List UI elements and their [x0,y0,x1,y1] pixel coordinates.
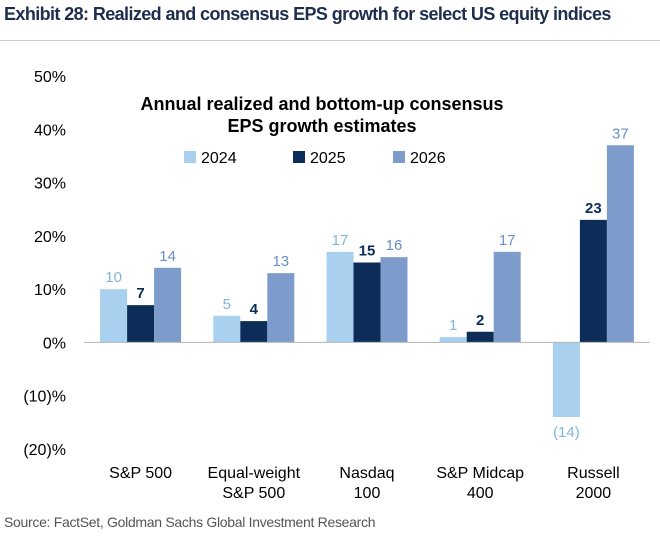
y-tick-label: 40% [34,122,66,139]
chart-title-line-1: Annual realized and bottom-up consensus [140,94,503,114]
category-label-s-p-500: S&P 500 [109,465,172,482]
bar-s-p-500-2025 [127,305,155,343]
bar-nasdaq-100-2026 [380,257,408,343]
category-label-nasdaq-100: 100 [354,485,381,502]
data-label-s-p-500-2025: 7 [136,285,144,302]
data-label-nasdaq-100-2024: 17 [332,232,349,249]
category-label-equal-weight-s-p-500: S&P 500 [222,485,285,502]
legend-swatch-2026 [393,151,405,163]
y-tick-label: (10)% [23,389,66,406]
bar-russell-2000-2025 [579,219,607,343]
exhibit-title: Exhibit 28: Realized and consensus EPS g… [4,4,611,24]
data-label-s-p-midcap-400-2024: 1 [449,317,457,334]
bar-s-p-500-2026 [154,267,182,343]
y-tick-label: 10% [34,282,66,299]
bar-russell-2000-2026 [606,145,634,343]
data-label-russell-2000-2026: 37 [612,125,629,142]
legend-swatch-2024 [184,151,196,163]
data-labels: 10 7 14 5 4 13 17 15 16 1 2 17 (14) 23 37 [105,125,628,441]
data-label-nasdaq-100-2026: 16 [386,237,403,254]
bar-s-p-midcap-400-2024 [439,337,467,343]
bar-equal-weight-s-p-500-2025 [240,321,268,343]
data-label-s-p-500-2024: 10 [105,269,122,286]
legend-label-2025: 2025 [310,150,346,167]
chart-frame: Annual realized and bottom-up consensus E… [0,40,660,511]
data-label-s-p-midcap-400-2026: 17 [499,232,516,249]
source-note: Source: FactSet, Goldman Sachs Global In… [4,514,376,530]
data-label-russell-2000-2024: (14) [553,424,580,441]
data-label-russell-2000-2025: 23 [585,200,602,217]
chart-title-line-2: EPS growth estimates [227,116,416,136]
bars [100,145,634,418]
data-label-equal-weight-s-p-500-2025: 4 [250,301,259,318]
y-axis: (20)% (10)% 0% 10% 20% 30% 40% 50% [23,69,66,459]
data-label-equal-weight-s-p-500-2026: 13 [272,253,289,270]
y-tick-label: 0% [43,335,66,352]
legend-swatch-2025 [293,151,305,163]
category-label-s-p-midcap-400: 400 [467,485,494,502]
category-label-nasdaq-100: Nasdaq [339,465,394,482]
bar-s-p-midcap-400-2025 [466,331,494,343]
legend-label-2026: 2026 [410,150,446,167]
bar-nasdaq-100-2025 [353,262,381,343]
bar-equal-weight-s-p-500-2026 [267,273,295,343]
category-label-s-p-midcap-400: S&P Midcap [436,465,524,482]
y-tick-label: 50% [34,69,66,86]
bar-s-p-500-2024 [100,289,128,343]
bar-equal-weight-s-p-500-2024 [213,315,241,343]
y-tick-label: (20)% [23,442,66,459]
category-label-russell-2000: 2000 [576,485,612,502]
data-label-equal-weight-s-p-500-2024: 5 [223,296,231,313]
chart: Annual realized and bottom-up consensusE… [23,69,650,502]
category-axis: S&P 500 Equal-weight S&P 500 Nasdaq 100 S&P M… [109,465,619,502]
category-label-russell-2000: Russell [567,465,619,482]
legend: 2024 2025 2026 [184,150,446,167]
category-label-equal-weight-s-p-500: Equal-weight [208,465,301,482]
bar-russell-2000-2024 [552,342,580,418]
data-label-s-p-midcap-400-2025: 2 [476,312,484,329]
bar-nasdaq-100-2024 [326,251,354,343]
y-tick-label: 20% [34,229,66,246]
data-label-nasdaq-100-2025: 15 [359,243,376,260]
y-tick-label: 30% [34,176,66,193]
chart-title: Annual realized and bottom-up consensusE… [140,94,503,136]
data-label-s-p-500-2026: 14 [159,248,176,265]
legend-label-2024: 2024 [201,150,237,167]
bar-s-p-midcap-400-2026 [493,251,521,343]
